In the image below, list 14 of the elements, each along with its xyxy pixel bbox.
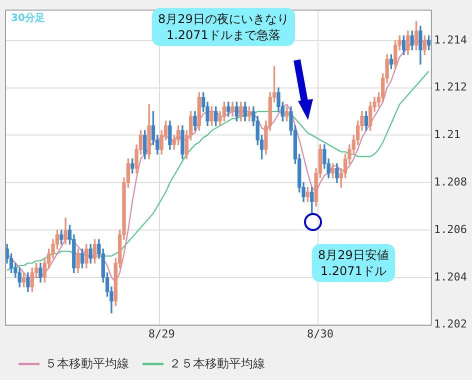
- y-tick-label: 1.21: [434, 128, 460, 142]
- chart-title: 30分足: [11, 12, 45, 24]
- y-tick-label: 1.204: [434, 270, 468, 284]
- legend-label: ２５本移動平均線: [169, 356, 265, 370]
- y-tick-label: 1.214: [434, 33, 468, 46]
- y-tick-label: 1.208: [434, 175, 468, 188]
- y-tick-label: 1.206: [434, 222, 468, 236]
- x-tick-label: 8/30: [306, 327, 334, 340]
- legend-label: ５本移動平均線: [45, 356, 129, 370]
- annotation: 8月29日の夜にいきなり 1.2071ドルまで急落: [152, 8, 295, 46]
- y-tick-label: 1.202: [434, 318, 468, 331]
- annotation: 8月29日安値 1.2071ドル: [312, 244, 395, 282]
- x-tick-label: 8/29: [148, 327, 175, 340]
- y-tick-label: 1.212: [434, 80, 468, 94]
